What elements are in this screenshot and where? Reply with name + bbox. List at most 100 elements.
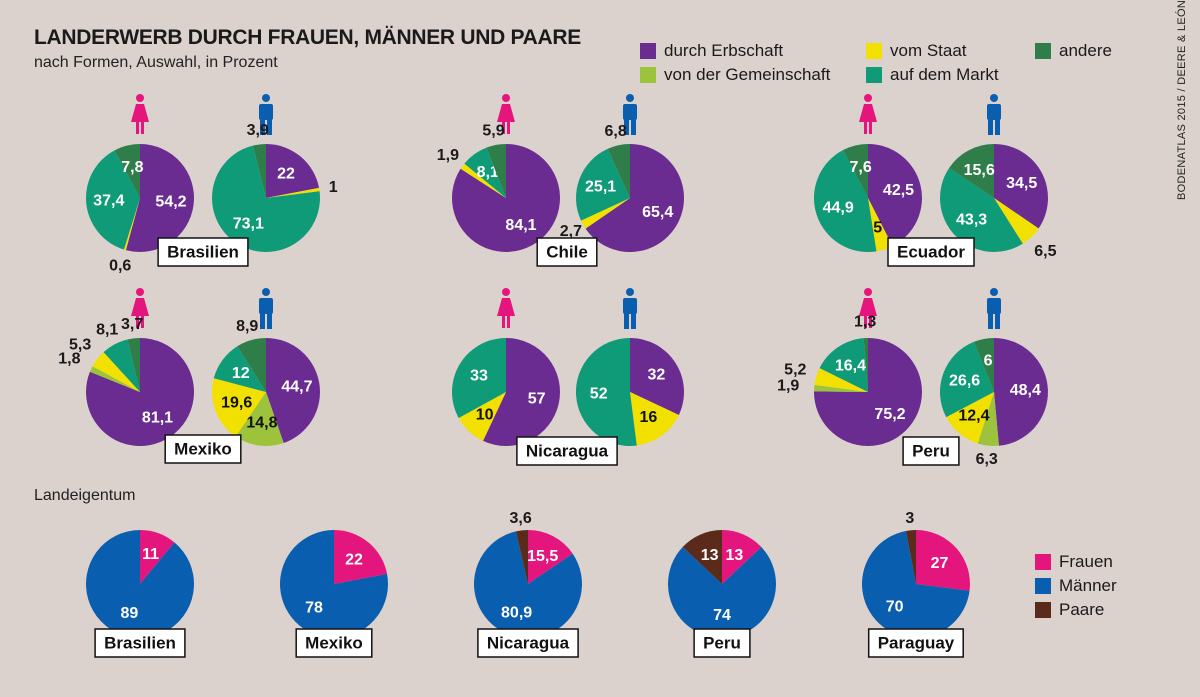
legend-swatch [1035, 43, 1051, 59]
legend-label: von der Gemeinschaft [664, 65, 831, 84]
pie-peru-maenner-label-andere: 6 [984, 353, 993, 370]
legend-swatch [1035, 602, 1051, 618]
ownership-paraguay-slice-frauen [916, 530, 970, 591]
pie-peru-maenner-label-erbschaft: 48,4 [1010, 382, 1041, 399]
ownership-badge-peru [693, 628, 751, 658]
chart-subtitle: nach Formen, Auswahl, in Prozent [34, 54, 278, 71]
pie-nicaragua-frauen-label-erbschaft: 57 [528, 390, 546, 407]
legend-item-gemeinschaft: von der Gemeinschaft [640, 65, 830, 85]
man-icon [987, 94, 1001, 135]
legend-swatch [866, 67, 882, 83]
ownership-paraguay-label-frauen: 27 [931, 555, 949, 572]
pie-mexiko-frauen-label-andere: 3,7 [121, 316, 143, 333]
woman-icon [859, 288, 877, 328]
pie-brasilien-frauen-label-erbschaft: 54,2 [155, 194, 186, 211]
pie-ecuador-maenner-slice-andere [949, 144, 994, 198]
ownership-badge-mexiko [295, 628, 373, 658]
legend-item-maenner: Männer [1035, 576, 1117, 596]
country-badge-peru-label: Peru [912, 442, 950, 461]
pie-mexiko-frauen-label-erbschaft: 81,1 [142, 410, 173, 427]
pie-brasilien-frauen-slice-staat [123, 198, 140, 251]
pie-peru-maenner-slice-erbschaft [994, 338, 1048, 446]
pie-mexiko-maenner-slice-gemeinschaft [235, 392, 284, 446]
pie-ecuador-frauen-slice-staat [868, 198, 893, 252]
pie-nicaragua-frauen-label-staat: 10 [476, 406, 494, 423]
pie-mexiko-frauen-slice-andere [127, 338, 140, 392]
country-badge-ecuador [887, 237, 975, 267]
legend-label: auf dem Markt [890, 65, 999, 84]
ownership-badge-paraguay-label: Paraguay [878, 634, 955, 653]
pie-ecuador-frauen-label-markt: 44,9 [823, 199, 854, 216]
ownership-mexiko-label-maenner: 78 [305, 600, 323, 617]
pie-chile-maenner-label-markt: 25,1 [585, 179, 616, 196]
pie-chile-maenner-slice-markt [576, 148, 630, 221]
pie-nicaragua-frauen-slice-erbschaft [483, 338, 561, 446]
man-icon [987, 288, 1001, 329]
pie-peru-maenner-label-gemeinschaft: 6,3 [976, 451, 998, 468]
pie-nicaragua-frauen-label-markt: 33 [470, 368, 488, 385]
pie-ecuador-maenner-label-erbschaft: 34,5 [1006, 175, 1037, 192]
ownership-mexiko-slice-frauen [334, 530, 388, 584]
ownership-mexiko-label-frauen: 22 [345, 551, 363, 568]
pie-chile-maenner-slice-andere [607, 144, 630, 198]
pie-ecuador-maenner-slice-markt [939, 167, 1023, 253]
pie-peru-frauen-slice-gemeinschaft [814, 384, 868, 392]
pie-brasilien-frauen-slice-markt [86, 150, 140, 250]
legend-item-staat: vom Staat [866, 41, 967, 61]
ownership-paraguay-slice-maenner [861, 530, 970, 639]
legend-label: andere [1059, 41, 1112, 60]
pie-ecuador-maenner-label-markt: 43,3 [956, 211, 987, 228]
pie-peru-maenner-label-markt: 26,6 [949, 373, 980, 390]
ownership-brasilien-label-frauen: 11 [142, 546, 159, 563]
pie-nicaragua-maenner-slice-markt [575, 337, 637, 446]
legend-swatch [1035, 554, 1051, 570]
ownership-brasilien-slice-maenner [86, 530, 195, 638]
ownership-mexiko-slice-maenner [279, 530, 388, 638]
pie-peru-maenner-slice-markt [939, 341, 994, 418]
legend-item-markt: auf dem Markt [866, 65, 999, 85]
pie-ecuador-frauen-label-erbschaft: 42,5 [883, 182, 914, 199]
pie-ecuador-frauen-slice-erbschaft [868, 144, 922, 247]
pie-nicaragua-frauen-slice-markt [452, 338, 506, 419]
legend-label: Frauen [1059, 552, 1113, 571]
country-badge-peru [902, 436, 960, 466]
pie-chile-frauen-slice-markt [464, 147, 506, 198]
pie-chile-maenner-label-andere: 6,8 [604, 123, 626, 140]
pie-mexiko-frauen-slice-erbschaft [86, 338, 195, 447]
pie-brasilien-frauen-label-staat: 0,6 [109, 258, 131, 275]
ownership-peru-slice-maenner [668, 547, 777, 639]
pie-chile-frauen-label-erbschaft: 84,1 [505, 217, 536, 234]
ownership-nicaragua-slice-maenner [473, 531, 582, 639]
pie-nicaragua-maenner-label-markt: 52 [590, 386, 608, 403]
pie-brasilien-maenner-slice-erbschaft [266, 144, 320, 198]
ownership-badge-nicaragua-label: Nicaragua [487, 634, 570, 653]
legend-label: Männer [1059, 576, 1117, 595]
country-badge-chile-label: Chile [546, 243, 588, 262]
ownership-nicaragua-slice-paare [515, 530, 528, 584]
woman-icon [131, 288, 149, 328]
pie-peru-maenner-slice-gemeinschaft [977, 392, 999, 446]
pie-brasilien-frauen-slice-erbschaft [125, 144, 194, 252]
chart-title: LANDERWERB DURCH FRAUEN, MÄNNER UND PAAR… [34, 26, 581, 49]
country-badge-mexiko-label: Mexiko [174, 440, 232, 459]
pie-peru-frauen-slice-erbschaft [813, 338, 922, 447]
pie-peru-frauen-label-markt: 16,4 [835, 358, 866, 375]
pie-brasilien-maenner-label-erbschaft: 22 [277, 165, 295, 182]
pie-mexiko-maenner-label-erbschaft: 44,7 [281, 378, 312, 395]
man-icon [623, 288, 637, 329]
pie-mexiko-frauen-slice-markt [103, 339, 140, 392]
country-badge-mexiko [164, 434, 242, 464]
country-badge-brasilien-label: Brasilien [167, 243, 239, 262]
pie-mexiko-maenner-slice-erbschaft [266, 338, 320, 444]
ownership-badge-mexiko-label: Mexiko [305, 634, 363, 653]
ownership-peru-label-maenner: 74 [713, 607, 731, 624]
ownership-brasilien-slice-frauen [140, 530, 175, 584]
ownership-paraguay-slice-paare [905, 530, 916, 584]
woman-icon [497, 288, 515, 328]
pie-ecuador-maenner-label-andere: 15,6 [964, 162, 995, 179]
pie-brasilien-maenner-label-andere: 3,9 [247, 122, 269, 139]
ownership-peru-slice-frauen [722, 530, 762, 584]
pie-ecuador-maenner-label-staat: 6,5 [1034, 243, 1056, 260]
pie-chile-frauen-slice-erbschaft [452, 144, 561, 252]
